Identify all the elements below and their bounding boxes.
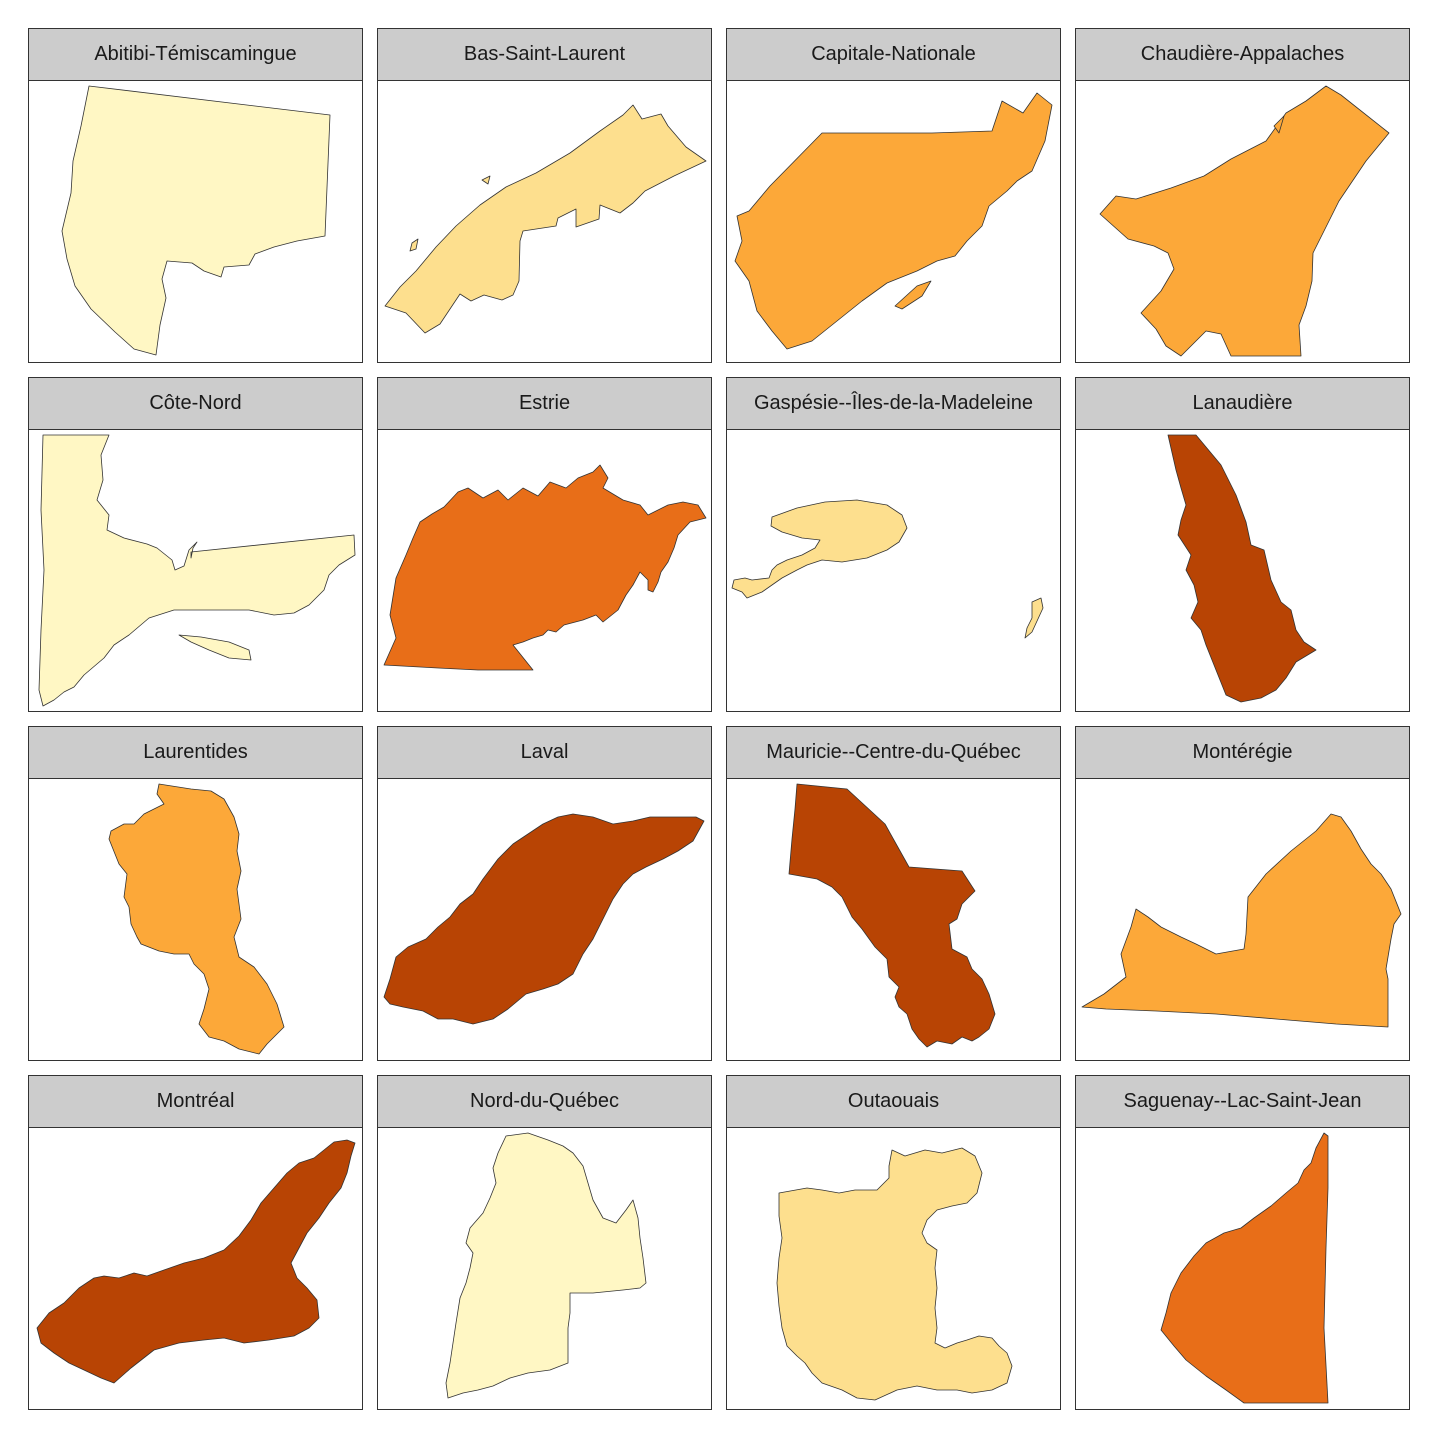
facet-panel-montreal: Montréal — [28, 1075, 363, 1410]
region-shape-saguenay-lac-saint-jean — [1160, 1132, 1329, 1404]
island-shape — [1024, 597, 1044, 639]
region-shape-nord-du-quebec — [445, 1132, 647, 1399]
island-shape — [481, 175, 491, 185]
facet-panel-laval: Laval — [377, 726, 712, 1061]
facet-label: Bas-Saint-Laurent — [378, 29, 711, 81]
region-shape-bas-saint-laurent — [384, 104, 707, 334]
facet-panel-abitibi-temiscamingue: Abitibi-Témiscamingue — [28, 28, 363, 363]
facet-label: Capitale-Nationale — [727, 29, 1060, 81]
facet-label: Montréal — [29, 1076, 362, 1128]
region-map — [383, 464, 707, 671]
region-shape-laurentides — [108, 783, 285, 1055]
region-shape-mauricie-centre-du-quebec — [788, 783, 996, 1048]
facet-panel-laurentides: Laurentides — [28, 726, 363, 1061]
region-map — [61, 85, 331, 356]
facet-panel-bas-saint-laurent: Bas-Saint-Laurent — [377, 28, 712, 363]
region-map — [383, 813, 705, 1025]
region-map — [731, 499, 1044, 639]
facet-label: Chaudière-Appalaches — [1076, 29, 1409, 81]
facet-panel-capitale-nationale: Capitale-Nationale — [726, 28, 1061, 363]
region-shape-montreal — [36, 1139, 356, 1384]
facet-panel-outaouais: Outaouais — [726, 1075, 1061, 1410]
region-shape-monteregie — [1081, 813, 1402, 1028]
facet-label: Laurentides — [29, 727, 362, 779]
region-map — [734, 92, 1053, 350]
facet-label: Estrie — [378, 378, 711, 430]
facet-panel-cote-nord: Côte-Nord — [28, 377, 363, 712]
region-map — [445, 1132, 647, 1399]
facet-label: Mauricie--Centre-du-Québec — [727, 727, 1060, 779]
facet-panel-gaspesie-iles-de-la-madeleine: Gaspésie--Îles-de-la-Madeleine — [726, 377, 1061, 712]
region-shape-gaspesie-iles-de-la-madeleine — [731, 499, 908, 599]
region-map — [38, 434, 356, 707]
region-shape-abitibi-temiscamingue — [61, 85, 331, 356]
region-shape-capitale-nationale — [734, 92, 1053, 350]
region-map — [1099, 85, 1390, 357]
facet-label: Nord-du-Québec — [378, 1076, 711, 1128]
region-map — [1081, 813, 1402, 1028]
island-shape — [409, 238, 419, 252]
region-map — [788, 783, 996, 1048]
region-shape-lanaudiere — [1167, 434, 1317, 703]
facet-panel-chaudiere-appalaches: Chaudière-Appalaches — [1075, 28, 1410, 363]
facet-panel-lanaudiere: Lanaudière — [1075, 377, 1410, 712]
region-shape-estrie — [383, 464, 707, 671]
facet-label: Lanaudière — [1076, 378, 1409, 430]
island-shape — [1273, 115, 1285, 134]
facet-label: Saguenay--Lac-Saint-Jean — [1076, 1076, 1409, 1128]
region-shape-laval — [383, 813, 705, 1025]
facet-panel-monteregie: Montérégie — [1075, 726, 1410, 1061]
region-map — [384, 104, 707, 334]
island-shape — [894, 280, 932, 310]
region-map — [776, 1147, 1013, 1401]
facet-label: Laval — [378, 727, 711, 779]
region-map — [1167, 434, 1317, 703]
region-shape-chaudiere-appalaches — [1099, 85, 1390, 357]
region-map — [36, 1139, 356, 1384]
facet-label: Gaspésie--Îles-de-la-Madeleine — [727, 378, 1060, 430]
facet-panel-estrie: Estrie — [377, 377, 712, 712]
island-shape — [178, 634, 252, 661]
facet-label: Côte-Nord — [29, 378, 362, 430]
facet-panel-saguenay-lac-saint-jean: Saguenay--Lac-Saint-Jean — [1075, 1075, 1410, 1410]
region-map — [108, 783, 285, 1055]
facet-grid: Abitibi-Témiscamingue Bas-Saint-Laurent … — [28, 28, 1412, 1412]
region-shape-outaouais — [776, 1147, 1013, 1401]
facet-panel-nord-du-quebec: Nord-du-Québec — [377, 1075, 712, 1410]
facet-label: Montérégie — [1076, 727, 1409, 779]
facet-panel-mauricie-centre-du-quebec: Mauricie--Centre-du-Québec — [726, 726, 1061, 1061]
region-shape-cote-nord — [38, 434, 356, 707]
region-map — [1160, 1132, 1329, 1404]
facet-label: Abitibi-Témiscamingue — [29, 29, 362, 81]
facet-label: Outaouais — [727, 1076, 1060, 1128]
